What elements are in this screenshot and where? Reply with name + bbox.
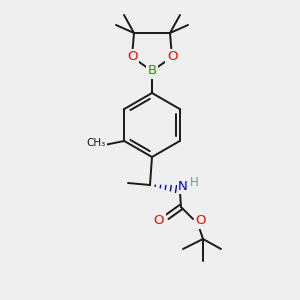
Text: CH₃: CH₃: [87, 138, 106, 148]
Text: O: O: [154, 214, 164, 227]
Text: N: N: [178, 179, 188, 193]
Text: B: B: [147, 64, 157, 77]
Text: O: O: [167, 50, 177, 64]
Text: O: O: [196, 214, 206, 227]
Text: H: H: [190, 176, 198, 188]
Text: O: O: [127, 50, 137, 64]
